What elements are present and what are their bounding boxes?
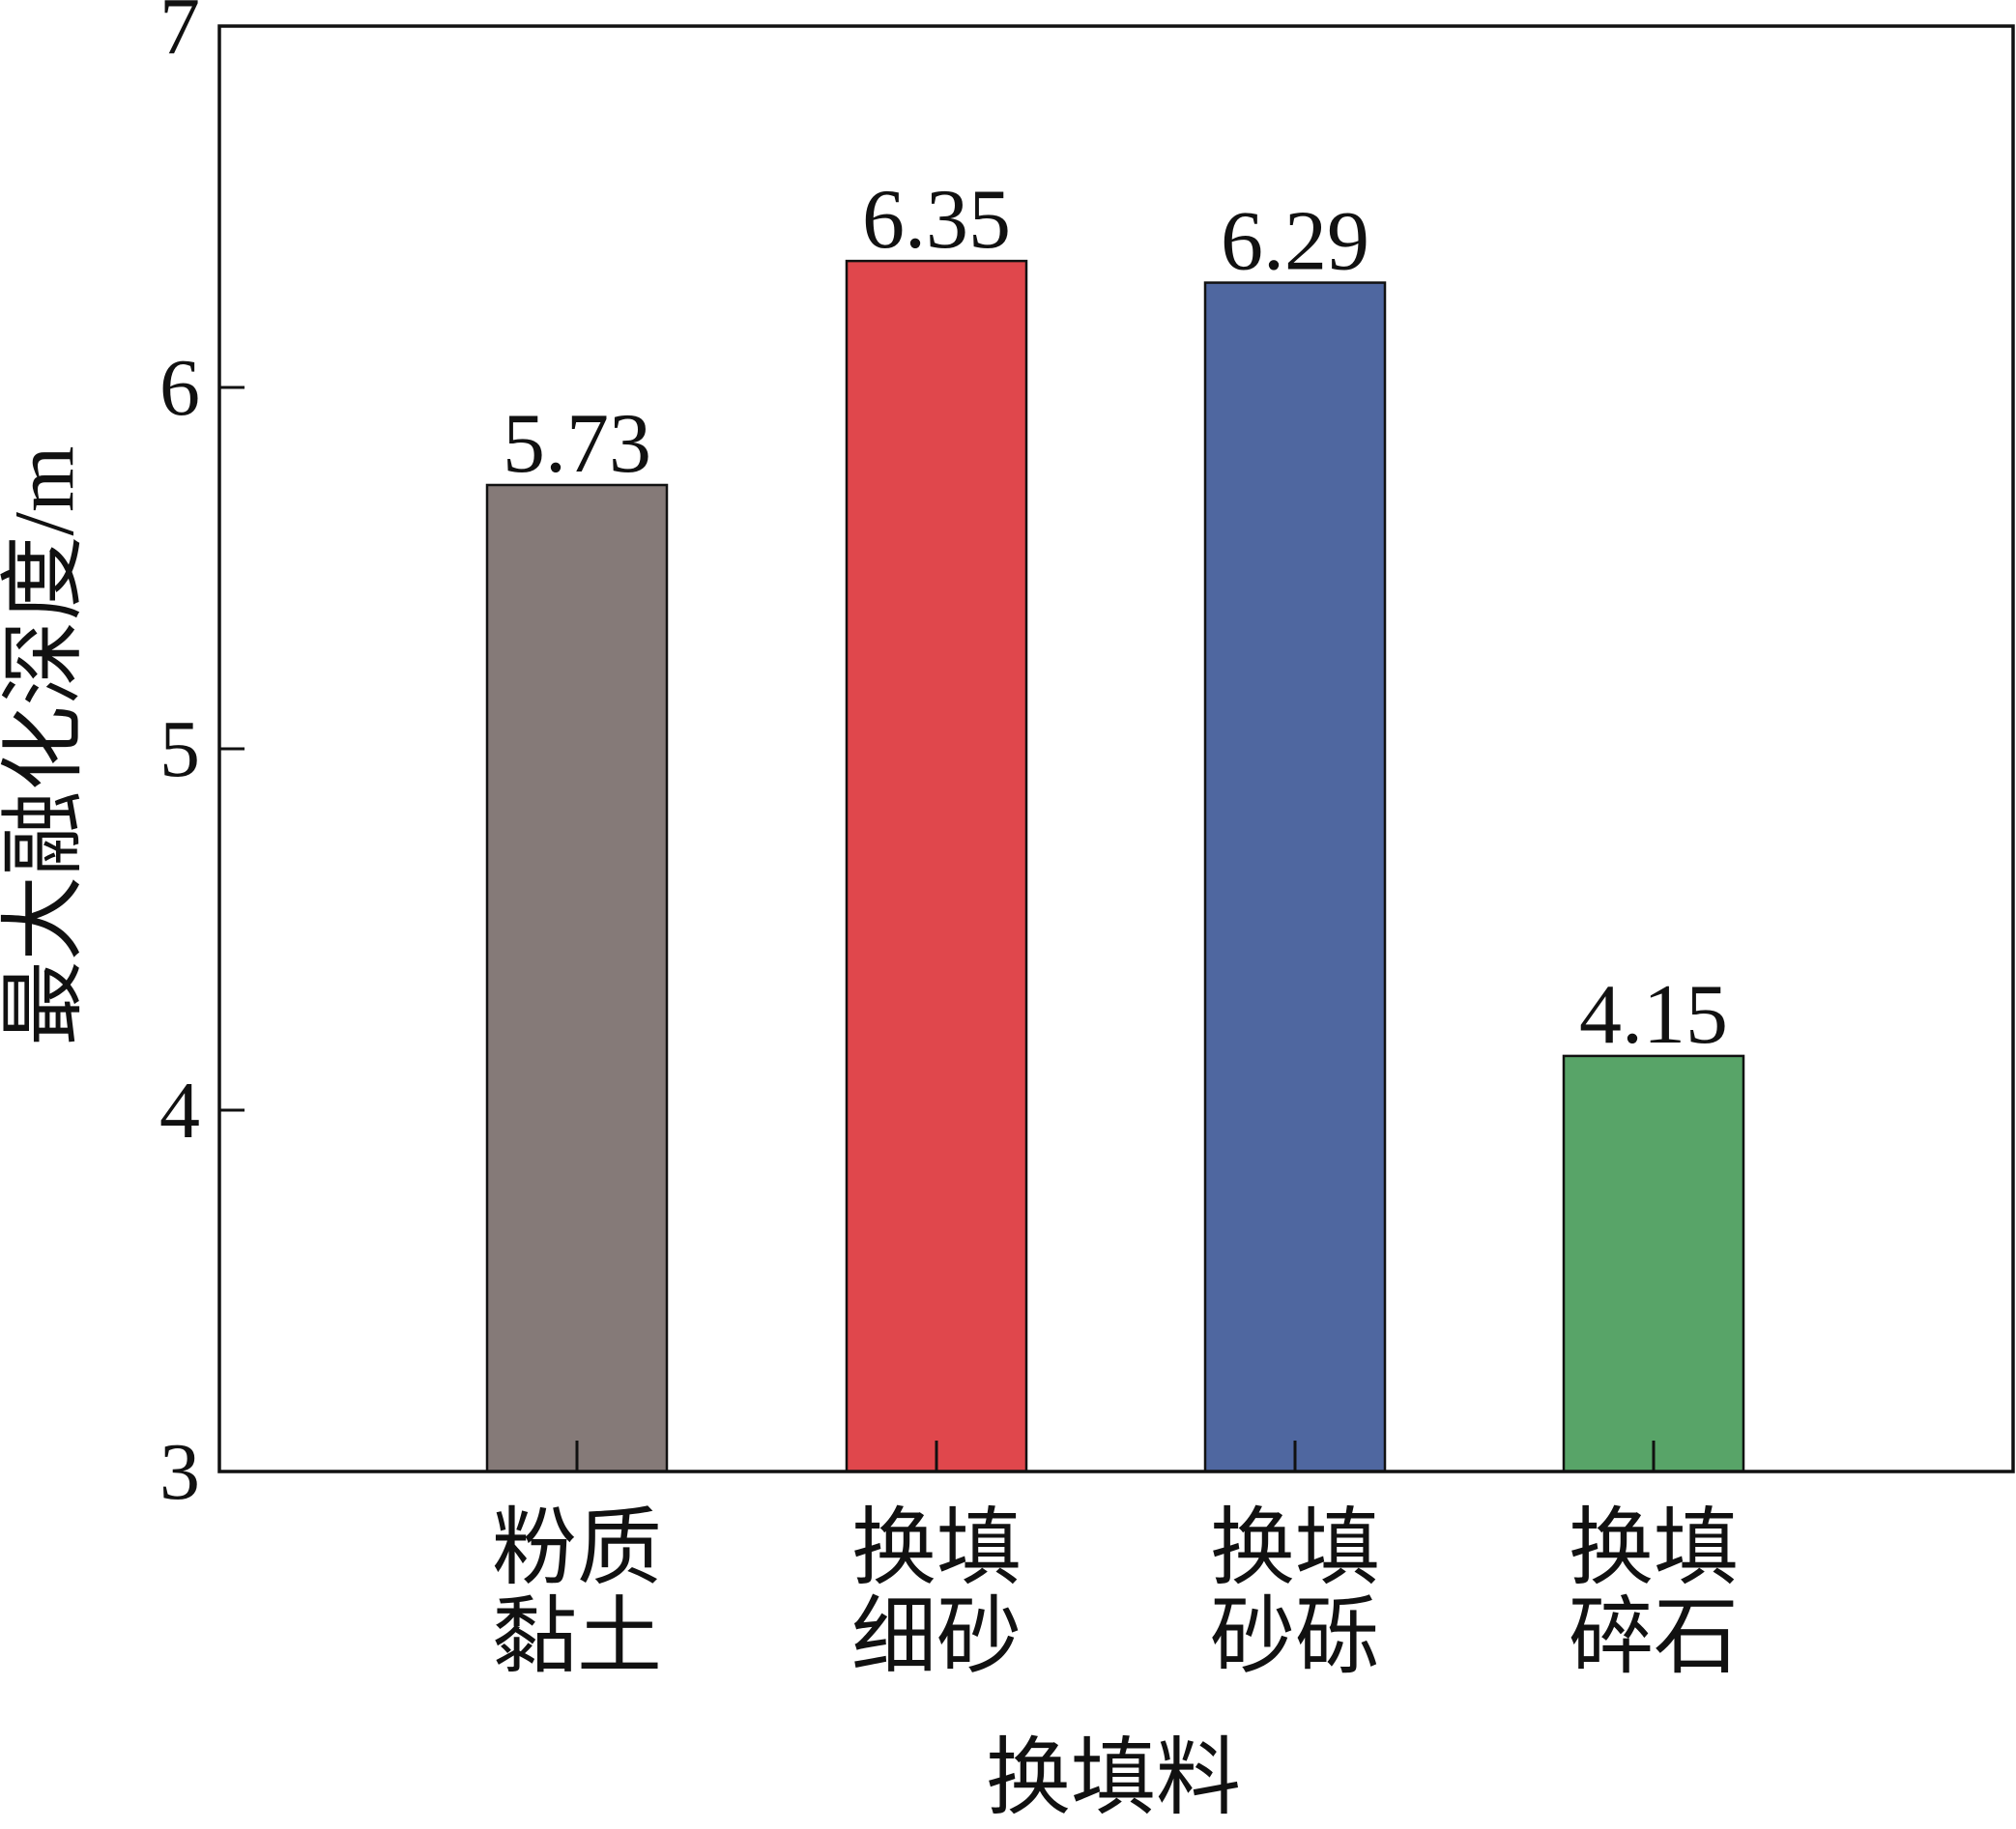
value-label: 4.15 <box>1579 968 1728 1062</box>
x-tick-label: 换填 碎石 <box>1568 1502 1739 1685</box>
y-tick-label: 4 <box>159 1066 200 1156</box>
bar <box>1562 1054 1745 1473</box>
bar <box>845 259 1028 1473</box>
y-tick-label: 5 <box>159 704 200 794</box>
bar <box>1203 281 1387 1473</box>
plot-frame <box>217 24 2015 1473</box>
value-label: 6.35 <box>862 173 1011 267</box>
x-tick-label: 粉质 黏土 <box>491 1502 662 1685</box>
value-label: 5.73 <box>503 397 651 491</box>
y-tick-label: 3 <box>159 1427 200 1517</box>
y-tick-label: 7 <box>159 0 200 71</box>
y-tick-label: 6 <box>159 343 200 433</box>
value-label: 6.29 <box>1221 195 1369 289</box>
x-axis-title: 换填料 <box>986 1732 1241 1826</box>
x-tick-label: 换填 细砂 <box>850 1502 1022 1685</box>
y-axis-title: 最大融化深度/m <box>0 446 92 1046</box>
x-tick-label: 换填 砂砾 <box>1209 1502 1380 1685</box>
bar <box>485 483 669 1473</box>
